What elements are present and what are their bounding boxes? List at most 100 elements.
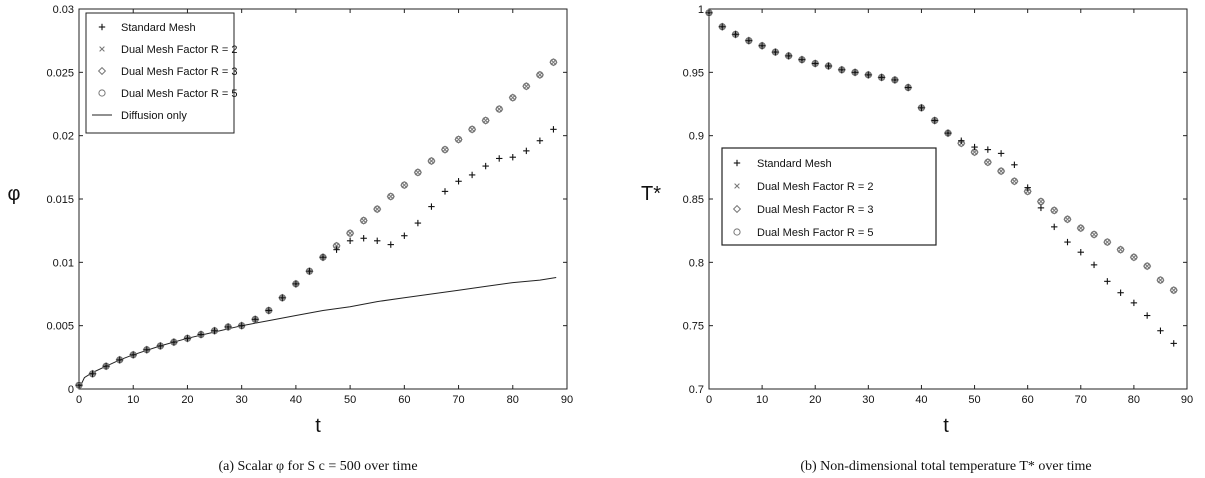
panel-a-series-dual-mesh-factor-r-3-point — [549, 58, 558, 67]
panel-a-x-tick-label: 60 — [398, 394, 410, 406]
panel-a-legend-label-dual-mesh-factor-r-2: Dual Mesh Factor R = 2 — [121, 44, 237, 56]
panel-b-series-dual-mesh-factor-r-2-point — [1038, 198, 1044, 205]
panel-b-caption: (b) Non-dimensional total temperature T*… — [800, 459, 1091, 474]
panel-b-series-dual-mesh-factor-r-3-point — [1050, 206, 1059, 215]
panel-a-series-standard-mesh-point — [157, 342, 164, 350]
panel-b-series-dual-mesh-factor-r-3-point — [1156, 275, 1165, 285]
panel-b-series-dual-mesh-factor-r-2-point — [1024, 188, 1031, 195]
panel-a-x-tick-label: 40 — [290, 394, 302, 406]
panel-a-x-tick-label: 20 — [181, 394, 193, 406]
panel-a-legend-label-diffusion-only: Diffusion only — [121, 110, 187, 122]
panel-a-series-dual-mesh-factor-r-3-point — [264, 306, 273, 315]
panel-a-legend: Standard Mesh Dual Mesh Factor R = 2 Dual … — [85, 12, 237, 134]
panel-b-series-dual-mesh-factor-r-2-point — [1131, 254, 1137, 261]
panel-a-series-diffusion-only-line — [78, 277, 557, 390]
panel-b-series-dual-mesh-factor-r-3-point — [1143, 262, 1152, 271]
panel-b-series-standard-mesh-point — [1024, 184, 1031, 191]
panel-a-series-dual-mesh-factor-r-3-point — [522, 82, 531, 91]
panel-b-series-dual-mesh-factor-r-3-point — [824, 61, 833, 71]
panel-b-series-standard-mesh-point — [1064, 238, 1071, 246]
panel-b-y-axis-label: T* — [641, 183, 661, 205]
panel-b-series-standard-mesh-point — [705, 9, 713, 16]
panel-a-series-standard-mesh-point — [102, 363, 110, 370]
panel-b-series-dual-mesh-factor-r-3-point — [1169, 286, 1178, 295]
panel-b-legend-label-dual-mesh-factor-r-3: Dual Mesh Factor R = 3 — [757, 204, 873, 216]
panel-a-series-standard-mesh-point — [333, 246, 340, 253]
panel-b-series-dual-mesh-factor-r-3-point — [917, 103, 926, 112]
panel-a-series-dual-mesh-factor-r-2-point — [360, 217, 367, 224]
panel-b-series-standard-mesh-point — [1077, 249, 1084, 256]
panel-a-series-dual-mesh-factor-r-3-point — [400, 180, 409, 190]
panel-a-series-standard-mesh-point — [428, 203, 435, 210]
panel-a-legend-label-standard-mesh: Standard Mesh — [121, 22, 196, 34]
panel-a-series-standard-mesh-point — [401, 232, 408, 239]
panel-a-series-standard-mesh-point — [374, 237, 381, 244]
panel-b-series-dual-mesh-factor-r-2-point — [1091, 231, 1097, 238]
panel-a-series-dual-mesh-factor-r-3-point — [251, 315, 260, 324]
panel-a-series-dual-mesh-factor-r-3-point — [183, 334, 192, 343]
panel-a-series-dual-mesh-factor-r-3-point — [102, 362, 111, 371]
panel-b-series-dual-mesh-factor-r-3-point — [784, 51, 793, 60]
panel-a-series-standard-mesh-point — [143, 346, 150, 353]
panel-a-series-dual-mesh-factor-r-3-point — [373, 205, 382, 214]
panel-b-series-dual-mesh-factor-r-3-point — [1076, 224, 1085, 233]
panel-a-series-standard-mesh-point — [197, 331, 205, 338]
panel-b-series-dual-mesh-factor-r-3-point — [943, 129, 953, 138]
panel-a-x-tick-label: 90 — [561, 394, 573, 406]
panel-b-series-dual-mesh-factor-r-3-point — [1116, 245, 1125, 254]
panel-b-series-dual-mesh-factor-r-3-point — [1063, 215, 1072, 224]
panel-b-y-tick-label: 1 — [698, 4, 704, 16]
panel-a-series-standard-mesh-point — [482, 162, 489, 170]
panel-b-series-dual-mesh-factor-r-2-point — [1011, 178, 1018, 185]
panel-a-series-standard-mesh-point — [360, 235, 367, 242]
panel-a-series-dual-mesh-factor-r-3-point — [386, 192, 395, 201]
panel-a-x-tick-label: 50 — [344, 394, 356, 406]
panel-a-series-dual-mesh-factor-r-3-point — [129, 350, 138, 359]
panel-b-series-dual-mesh-factor-r-3-point — [864, 70, 873, 79]
panel-a-series-dual-mesh-factor-r-3-point — [346, 229, 355, 238]
panel-a-series-dual-mesh-factor-r-2-point — [537, 72, 543, 78]
panel-a-series-dual-mesh-factor-r-3-point — [305, 267, 314, 276]
panel-a-series-standard-mesh-point — [252, 316, 259, 323]
panel-a-series-standard-mesh-point — [414, 219, 422, 227]
panel-a-series-dual-mesh-factor-r-3-point — [413, 168, 422, 177]
panel-a-legend-swatch-dual-mesh-factor-r-3 — [97, 66, 107, 76]
panel-b-series-standard-mesh-point — [878, 74, 885, 81]
panel-b-x-tick-label: 30 — [862, 394, 874, 406]
panel-b-y-tick-label: 0.75 — [683, 321, 704, 333]
panel-b-series-standard-mesh-point — [1143, 312, 1151, 319]
panel-a-legend-swatch-standard-mesh — [98, 23, 106, 31]
panel-a-series-standard-mesh-point — [468, 171, 476, 179]
panel-a-series-dual-mesh-factor-r-2-point — [333, 243, 340, 249]
panel-a-series-standard-mesh-point — [496, 155, 503, 162]
panel-b-y-tick-label: 0.9 — [689, 131, 704, 143]
panel-a-y-tick-label: 0.015 — [46, 194, 74, 206]
panel-b-series-standard-mesh-point — [1051, 223, 1058, 231]
panel-b-series-standard-mesh-point — [997, 150, 1005, 157]
panel-a-x-tick-label: 70 — [452, 394, 464, 406]
panel-b-series-standard-mesh-point — [931, 117, 938, 124]
panel-a-series-standard-mesh-point — [89, 370, 96, 377]
panel-a-series-standard-mesh-point — [292, 280, 300, 288]
panel-b-legend-swatch-dual-mesh-factor-r-3 — [732, 204, 742, 214]
panel-a-series-standard-mesh-point — [170, 338, 178, 346]
panel-a-chart: 0 10 20 30 40 50 60 70 80 90 0 0.005 0.01 0.015 0.02 0.… — [8, 4, 574, 474]
panel-b-series-standard-mesh-point — [732, 31, 739, 38]
panel-b-legend-swatch-dual-mesh-factor-r-5 — [733, 228, 741, 236]
panel-a-series-standard-mesh-point — [346, 237, 354, 244]
panel-b-series-dual-mesh-factor-r-3-point — [744, 36, 753, 45]
panel-b-x-tick-label: 70 — [1075, 394, 1087, 406]
panel-b-x-tick-label: 90 — [1181, 394, 1193, 406]
panel-b-series-standard-mesh-point — [719, 23, 726, 30]
panel-b-series-dual-mesh-factor-r-3-point — [758, 41, 767, 50]
panel-a-series-standard-mesh-point — [116, 356, 123, 364]
panel-b-series-standard-mesh-point — [798, 56, 806, 63]
panel-b-y-tick-label: 0.7 — [689, 384, 704, 396]
panel-a-series-dual-mesh-factor-r-3-point — [88, 369, 97, 378]
panel-b-series-dual-mesh-factor-r-3-point — [890, 75, 899, 85]
panel-a-series-dual-mesh-factor-r-3-point — [169, 338, 178, 347]
panel-a-series-dual-mesh-factor-r-3-point — [495, 104, 504, 114]
panel-a-legend-box — [85, 12, 235, 134]
panel-b-series-dual-mesh-factor-r-2-point — [1117, 246, 1124, 253]
panel-a-series-dual-mesh-factor-r-3-point — [508, 93, 517, 102]
